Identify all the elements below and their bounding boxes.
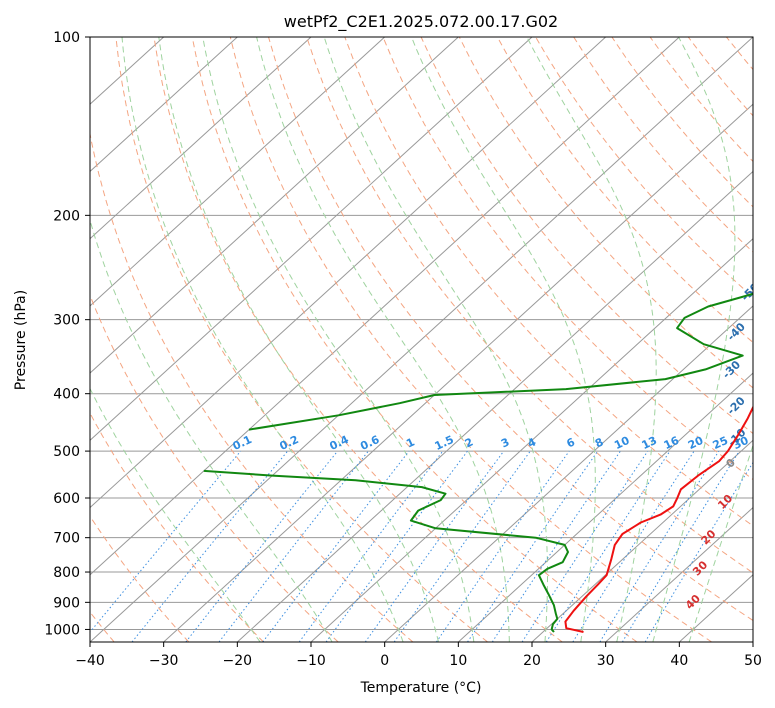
x-tick-label: 30: [597, 653, 615, 669]
mixing-ratio-line: [435, 450, 570, 642]
y-tick-label: 700: [53, 531, 80, 547]
isotherm-line: [90, 37, 680, 576]
chart-title: wetPf2_C2E1.2025.072.00.17.G02: [284, 12, 558, 32]
grid-layer: [90, 37, 753, 642]
x-tick-label: 20: [523, 653, 541, 669]
moist-adiabat-line: [90, 218, 333, 642]
moist-adiabat-line: [652, 37, 736, 642]
isotherm-line: [605, 506, 753, 642]
isotherm-line: [90, 37, 238, 173]
y-tick-label: 500: [53, 444, 80, 460]
dry-adiabat-line: [535, 37, 753, 298]
isotherm-line: [90, 37, 459, 374]
mixing-ratio-label: 25: [711, 434, 730, 452]
y-tick-label: 400: [53, 387, 80, 403]
moist-adiabat-line: [411, 37, 596, 642]
x-tick-label: 50: [744, 653, 762, 669]
x-tick-label: −10: [296, 653, 326, 669]
mixing-ratio-line: [262, 450, 410, 642]
y-tick-label: 100: [53, 30, 80, 46]
moist-adiabat-line: [323, 37, 548, 642]
isotherm-line: [531, 439, 753, 642]
mixing-ratio-line: [185, 450, 338, 642]
mixing-ratio-line: [491, 450, 621, 642]
y-tick-label: 300: [53, 313, 80, 329]
isotherm-line: [90, 37, 533, 442]
dry-adiabat-line: [306, 37, 753, 574]
mixing-ratio-label: 13: [640, 434, 659, 452]
dry-adiabat-line: [90, 515, 190, 642]
x-tick-label: −30: [149, 653, 179, 669]
mixing-ratio-label: 10: [612, 434, 632, 452]
isotherm-line: [457, 372, 753, 642]
moist-adiabat-line: [121, 37, 404, 642]
isotherm-line: [90, 37, 312, 240]
y-tick-label: 600: [53, 491, 80, 507]
dry-adiabat-line: [496, 37, 753, 344]
isotherm-line: [163, 103, 753, 642]
mixing-ratio-line: [364, 450, 505, 642]
mixing-ratio-line: [298, 450, 444, 642]
mixing-ratio-line: [90, 450, 242, 633]
temperature-line: [564, 405, 753, 633]
isotherm-line: [384, 305, 753, 642]
mixing-ratio-line: [325, 450, 468, 642]
mixing-ratio-line: [621, 450, 740, 642]
dry-adiabat-line: [229, 37, 712, 642]
mixing-ratio-line: [572, 450, 695, 642]
dry-adiabat-line: [268, 37, 753, 622]
mixing-ratio-label: 36: [752, 434, 772, 452]
moist-adiabat-line: [158, 37, 439, 642]
dry-adiabat-line: [382, 37, 753, 481]
x-tick-label: 0: [380, 653, 389, 669]
x-tick-label: −40: [75, 653, 105, 669]
x-axis-label: Temperature (°C): [360, 680, 482, 696]
moist-adiabat-line: [688, 443, 753, 642]
dry-adiabat-line: [90, 412, 264, 642]
mixing-ratio-line: [545, 450, 671, 642]
x-tick-label: 10: [449, 653, 467, 669]
x-tick-label: −20: [223, 653, 253, 669]
x-tick-label: 40: [670, 653, 688, 669]
tick-layer: −40 −30 −20 −10 0 10 20 30 40 50 100 200 300 400 500 60…: [44, 30, 762, 669]
mixing-ratio-line: [521, 450, 649, 642]
mixing-ratio-label: 16: [662, 434, 682, 452]
isotherm-line: [90, 37, 753, 642]
isotherm-line: [310, 237, 753, 642]
y-tick-label: 1000: [44, 622, 80, 638]
dewpoint-line: [203, 469, 569, 633]
dry-adiabat-line: [344, 37, 753, 527]
y-tick-label: 900: [53, 595, 80, 611]
dry-adiabat-line: [90, 131, 414, 642]
y-tick-label: 200: [53, 208, 80, 224]
mixing-ratio-line: [393, 450, 531, 642]
moist-adiabat-line: [90, 387, 261, 642]
dewpoint-upper-line: [248, 292, 753, 431]
y-axis-label: Pressure (hPa): [13, 290, 29, 390]
isotherm-line: [236, 170, 753, 642]
dry-adiabat-line: [115, 37, 488, 642]
isotherm-line: [90, 37, 607, 509]
mixing-ratio-label: 20: [686, 434, 706, 452]
moist-adiabat-line: [256, 37, 510, 642]
isotherm-line: [90, 37, 386, 307]
mixing-ratio-line: [467, 450, 599, 642]
plot-frame: [89, 36, 754, 643]
dry-adiabat-line: [153, 37, 563, 642]
y-tick-label: 800: [53, 565, 80, 581]
dry-adiabat-line: [191, 37, 638, 642]
profile-layer: [203, 292, 753, 633]
mixing-ratio-line: [131, 450, 288, 642]
